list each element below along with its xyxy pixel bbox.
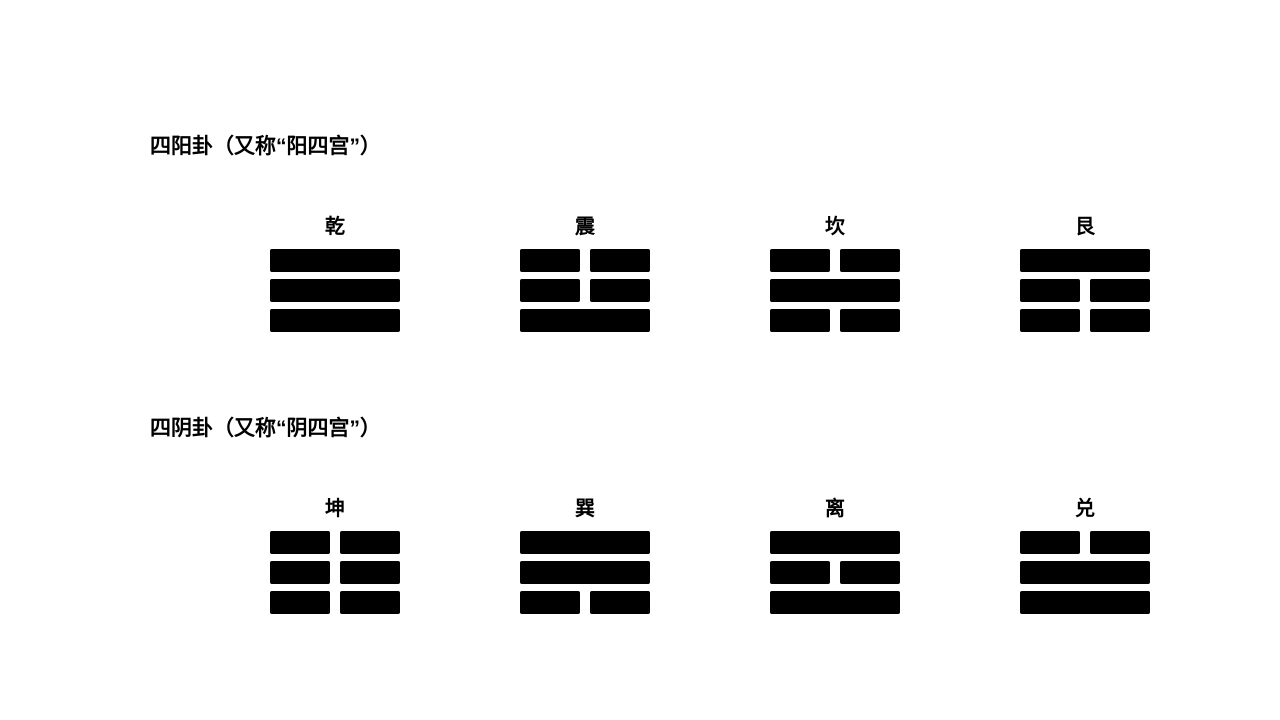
trigram-name: 离	[825, 492, 845, 521]
yang-trigram-row: 乾 震 坎 艮	[270, 210, 1130, 332]
yin-line	[520, 591, 650, 614]
trigram-name: 巽	[575, 492, 595, 521]
trigram-lines	[520, 531, 650, 614]
yin-line	[770, 249, 900, 272]
yin-line	[770, 309, 900, 332]
yang-line	[270, 279, 400, 302]
yang-line	[520, 531, 650, 554]
yang-line	[520, 561, 650, 584]
trigram-dui: 兑	[1020, 492, 1150, 614]
yang-section-title: 四阳卦（又称“阳四宫”）	[150, 130, 1130, 160]
trigram-lines	[270, 531, 400, 614]
yin-line	[270, 531, 400, 554]
yin-line	[520, 279, 650, 302]
yin-section: 四阴卦（又称“阴四宫”） 坤 巽 离 兑	[150, 412, 1130, 614]
yang-line	[270, 309, 400, 332]
yin-line	[270, 591, 400, 614]
trigram-name: 坎	[825, 210, 845, 239]
yang-line	[770, 531, 900, 554]
yang-line	[1020, 561, 1150, 584]
yin-line	[770, 561, 900, 584]
yang-line	[770, 591, 900, 614]
trigram-lines	[770, 531, 900, 614]
yin-section-title: 四阴卦（又称“阴四宫”）	[150, 412, 1130, 442]
yin-line	[1020, 531, 1150, 554]
yin-line	[1020, 309, 1150, 332]
trigram-lines	[520, 249, 650, 332]
yin-trigram-row: 坤 巽 离 兑	[270, 492, 1130, 614]
trigram-qian: 乾	[270, 210, 400, 332]
yang-section: 四阳卦（又称“阳四宫”） 乾 震 坎 艮	[150, 130, 1130, 332]
yang-line	[520, 309, 650, 332]
yang-line	[1020, 249, 1150, 272]
yin-line	[1020, 279, 1150, 302]
trigram-name: 坤	[325, 492, 345, 521]
trigram-name: 艮	[1075, 210, 1095, 239]
trigram-kun: 坤	[270, 492, 400, 614]
trigram-kan: 坎	[770, 210, 900, 332]
yang-line	[270, 249, 400, 272]
trigram-lines	[1020, 249, 1150, 332]
yang-line	[1020, 591, 1150, 614]
trigram-lines	[270, 249, 400, 332]
trigram-gen: 艮	[1020, 210, 1150, 332]
trigram-xun: 巽	[520, 492, 650, 614]
trigram-name: 兑	[1075, 492, 1095, 521]
trigram-zhen: 震	[520, 210, 650, 332]
yin-line	[520, 249, 650, 272]
trigram-name: 乾	[325, 210, 345, 239]
trigram-lines	[770, 249, 900, 332]
trigram-name: 震	[575, 210, 595, 239]
trigram-li: 离	[770, 492, 900, 614]
trigram-lines	[1020, 531, 1150, 614]
yang-line	[770, 279, 900, 302]
yin-line	[270, 561, 400, 584]
